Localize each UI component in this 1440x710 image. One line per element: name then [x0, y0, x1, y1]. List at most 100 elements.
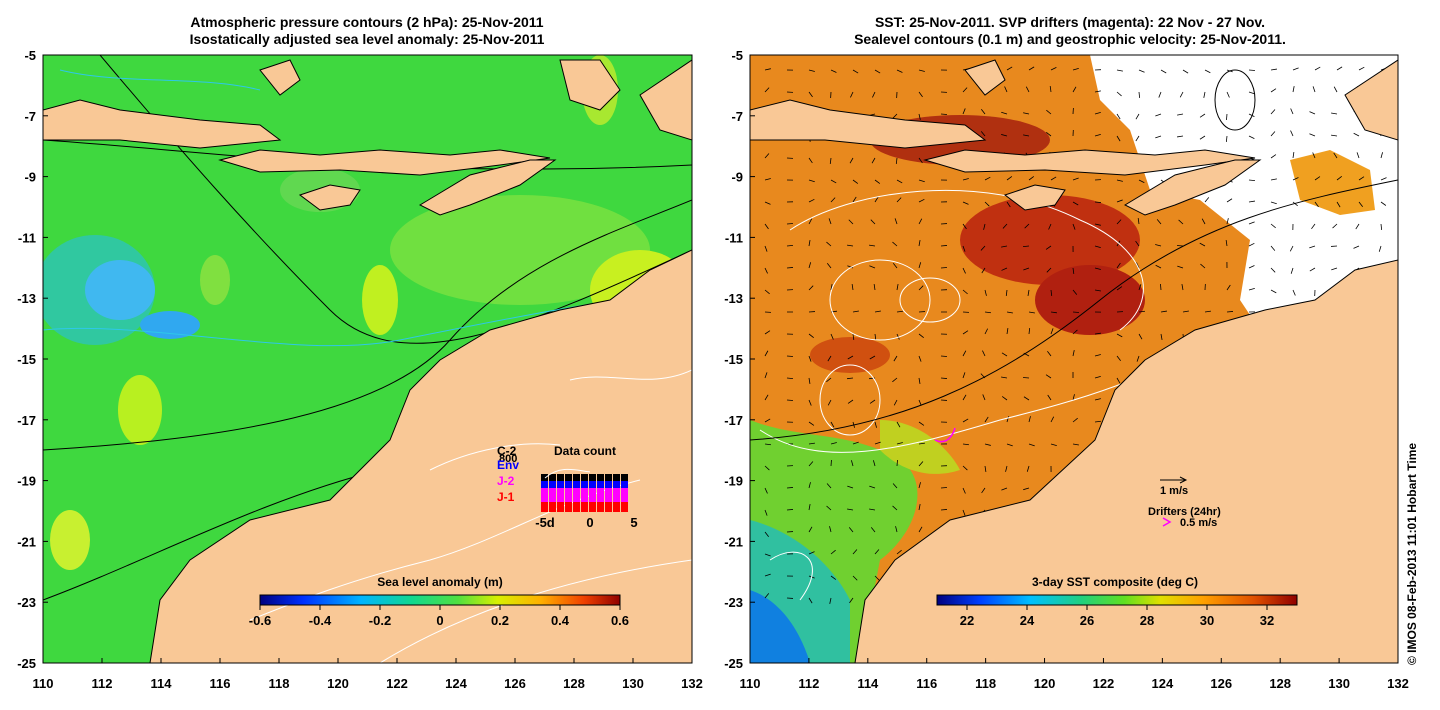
velocity-arrow	[1028, 327, 1031, 335]
velocity-arrow	[1248, 221, 1255, 225]
velocity-arrow	[764, 487, 768, 494]
velocity-arrow	[849, 157, 854, 164]
velocity-arrow	[1312, 152, 1316, 159]
velocity-arrow	[1072, 417, 1078, 423]
velocity-arrow	[1292, 86, 1295, 93]
x-tick-label: 114	[857, 676, 879, 691]
colorbar-tick-label: 26	[1080, 613, 1094, 628]
velocity-arrow	[1094, 332, 1101, 335]
velocity-arrow	[918, 240, 921, 247]
velocity-arrow	[1336, 201, 1341, 208]
velocity-arrow	[1116, 91, 1122, 97]
velocity-arrow	[940, 509, 948, 511]
left-map-area	[43, 55, 692, 663]
velocity-arrow	[1292, 67, 1299, 71]
velocity-arrow	[1072, 67, 1079, 71]
velocity-arrow	[896, 310, 904, 313]
velocity-arrow	[869, 485, 876, 489]
y-tick-label: -9	[24, 170, 36, 185]
velocity-arrow	[1027, 289, 1030, 296]
data-count-bar	[589, 488, 596, 502]
sla-mid-blob	[200, 255, 230, 305]
data-count-bar	[549, 481, 556, 488]
sst-warm-region	[960, 195, 1140, 285]
island	[1344, 59, 1398, 141]
data-count-title: Data count	[554, 444, 616, 458]
velocity-arrow	[808, 421, 815, 426]
velocity-arrow	[1226, 198, 1233, 203]
velocity-arrow	[1094, 90, 1101, 93]
velocity-arrow	[826, 263, 832, 269]
velocity-arrow	[1270, 245, 1276, 251]
velocity-arrow	[918, 262, 922, 269]
velocity-arrow	[1023, 396, 1030, 401]
velocity-arrow	[1314, 176, 1321, 181]
velocity-arrow	[1028, 443, 1035, 447]
velocity-arrow	[980, 245, 986, 251]
velocity-arrow	[1358, 201, 1363, 207]
data-count-bar	[581, 502, 588, 512]
velocity-arrow	[827, 355, 832, 362]
velocity-arrow	[1380, 223, 1383, 231]
velocity-arrow	[869, 508, 876, 511]
velocity-arrow	[1160, 283, 1162, 291]
data-count-bar	[557, 474, 564, 481]
velocity-arrow	[918, 526, 923, 533]
velocity-arrow	[829, 157, 832, 165]
island	[559, 59, 621, 111]
velocity-arrow	[808, 461, 814, 467]
velocity-arrow	[962, 509, 966, 516]
velocity-arrow	[1094, 375, 1101, 379]
velocity-arrow	[1292, 201, 1298, 207]
velocity-arrow	[896, 197, 902, 203]
velocity-arrow	[764, 201, 771, 205]
velocity-arrow	[1248, 179, 1256, 181]
velocity-arrow	[1116, 333, 1123, 338]
svp-drifter-track	[934, 427, 956, 443]
velocity-arrow	[830, 549, 836, 555]
velocity-arrow	[786, 267, 794, 269]
velocity-arrow	[1138, 91, 1141, 99]
velocity-arrow	[1177, 135, 1184, 138]
velocity-arrow	[892, 113, 898, 119]
velocity-arrow	[1072, 443, 1079, 446]
left-y-axis: -5 -7 -9 -11 -13 -15 -17 -19 -21 -23 -25	[17, 48, 48, 671]
sumba-island	[298, 184, 361, 211]
velocity-arrow	[1072, 350, 1075, 357]
velocity-arrow	[1050, 311, 1057, 314]
velocity-arrow	[1001, 352, 1008, 357]
sst-coldest-region	[750, 590, 810, 663]
data-count-bar	[549, 502, 556, 512]
timor-island	[1123, 159, 1262, 216]
x-tick-label: 114	[151, 676, 173, 691]
velocity-arrow	[808, 597, 813, 604]
velocity-arrow	[830, 197, 836, 203]
velocity-arrow	[808, 442, 815, 445]
velocity-arrow	[962, 465, 968, 471]
velocity-arrow	[1050, 416, 1055, 423]
velocity-arrow	[1072, 394, 1075, 401]
velocity-arrow	[1116, 219, 1122, 225]
y-tick-label: -11	[725, 230, 743, 245]
velocity-scale-label: 1 m/s	[1160, 485, 1188, 497]
data-count-inset: Data count C-2 800 Env J-2 J-1 -5d 0 5	[497, 444, 638, 530]
velocity-arrow	[1024, 223, 1030, 229]
velocity-arrow	[851, 284, 854, 291]
velocity-arrow	[764, 593, 770, 599]
velocity-arrow	[962, 330, 969, 335]
velocity-arrow	[873, 284, 876, 291]
y-tick-label: -17	[17, 413, 36, 428]
velocity-arrow	[1094, 133, 1101, 137]
velocity-arrow	[940, 245, 948, 247]
x-tick-label: 118	[269, 676, 290, 691]
velocity-arrow	[1005, 289, 1008, 297]
data-count-bar	[541, 481, 548, 488]
left-title-line1: Atmospheric pressure contours (2 hPa): 2…	[190, 14, 543, 30]
velocity-arrow	[940, 267, 948, 269]
velocity-arrow	[826, 377, 832, 383]
velocity-arrow	[918, 482, 921, 489]
velocity-arrow	[1200, 263, 1206, 269]
sea-level-anomaly-panel: Atmospheric pressure contours (2 hPa): 2…	[17, 14, 703, 691]
sst-colorbar-scale	[936, 594, 1298, 606]
velocity-arrow	[1028, 311, 1035, 314]
